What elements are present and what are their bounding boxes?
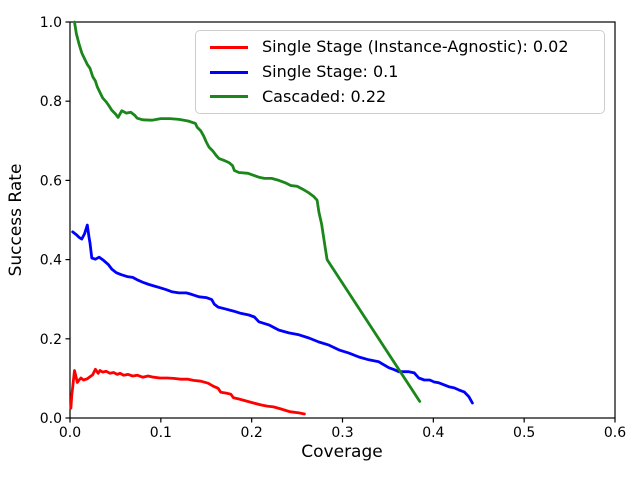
x-tick-label: 0.5 (513, 425, 535, 441)
x-tick-label: 0.4 (422, 425, 444, 441)
series-line-0 (69, 367, 306, 416)
x-tick-label: 0.0 (59, 425, 81, 441)
x-tick-label: 0.2 (241, 425, 263, 441)
y-tick-label: 0.6 (40, 173, 62, 189)
x-tick-label: 0.3 (331, 425, 353, 441)
y-tick-label: 0.0 (40, 411, 62, 427)
legend-line-sample-blue (210, 70, 248, 74)
legend-label: Single Stage: 0.1 (262, 62, 399, 81)
legend-line-sample-green (210, 95, 248, 99)
legend-item: Single Stage (Instance-Agnostic): 0.02 (206, 35, 594, 60)
series-line-1 (71, 223, 474, 405)
legend-label: Single Stage (Instance-Agnostic): 0.02 (262, 37, 569, 57)
y-tick-label: 0.4 (40, 253, 62, 269)
legend-line-sample-red (210, 45, 248, 49)
x-tick-label: 0.6 (604, 425, 626, 441)
series-line-2 (73, 20, 422, 403)
legend: Single Stage (Instance-Agnostic): 0.02 S… (195, 30, 605, 114)
legend-item: Single Stage: 0.1 (206, 60, 594, 85)
y-axis-label: Success Rate (6, 163, 26, 277)
y-tick-label: 0.8 (40, 94, 62, 110)
y-tick-label: 1.0 (40, 15, 62, 31)
x-tick-label: 0.1 (150, 425, 172, 441)
legend-item: Cascaded: 0.22 (206, 84, 594, 109)
y-tick-label: 0.2 (40, 332, 62, 348)
x-axis-label: Coverage (301, 442, 383, 462)
legend-label: Cascaded: 0.22 (262, 86, 387, 106)
